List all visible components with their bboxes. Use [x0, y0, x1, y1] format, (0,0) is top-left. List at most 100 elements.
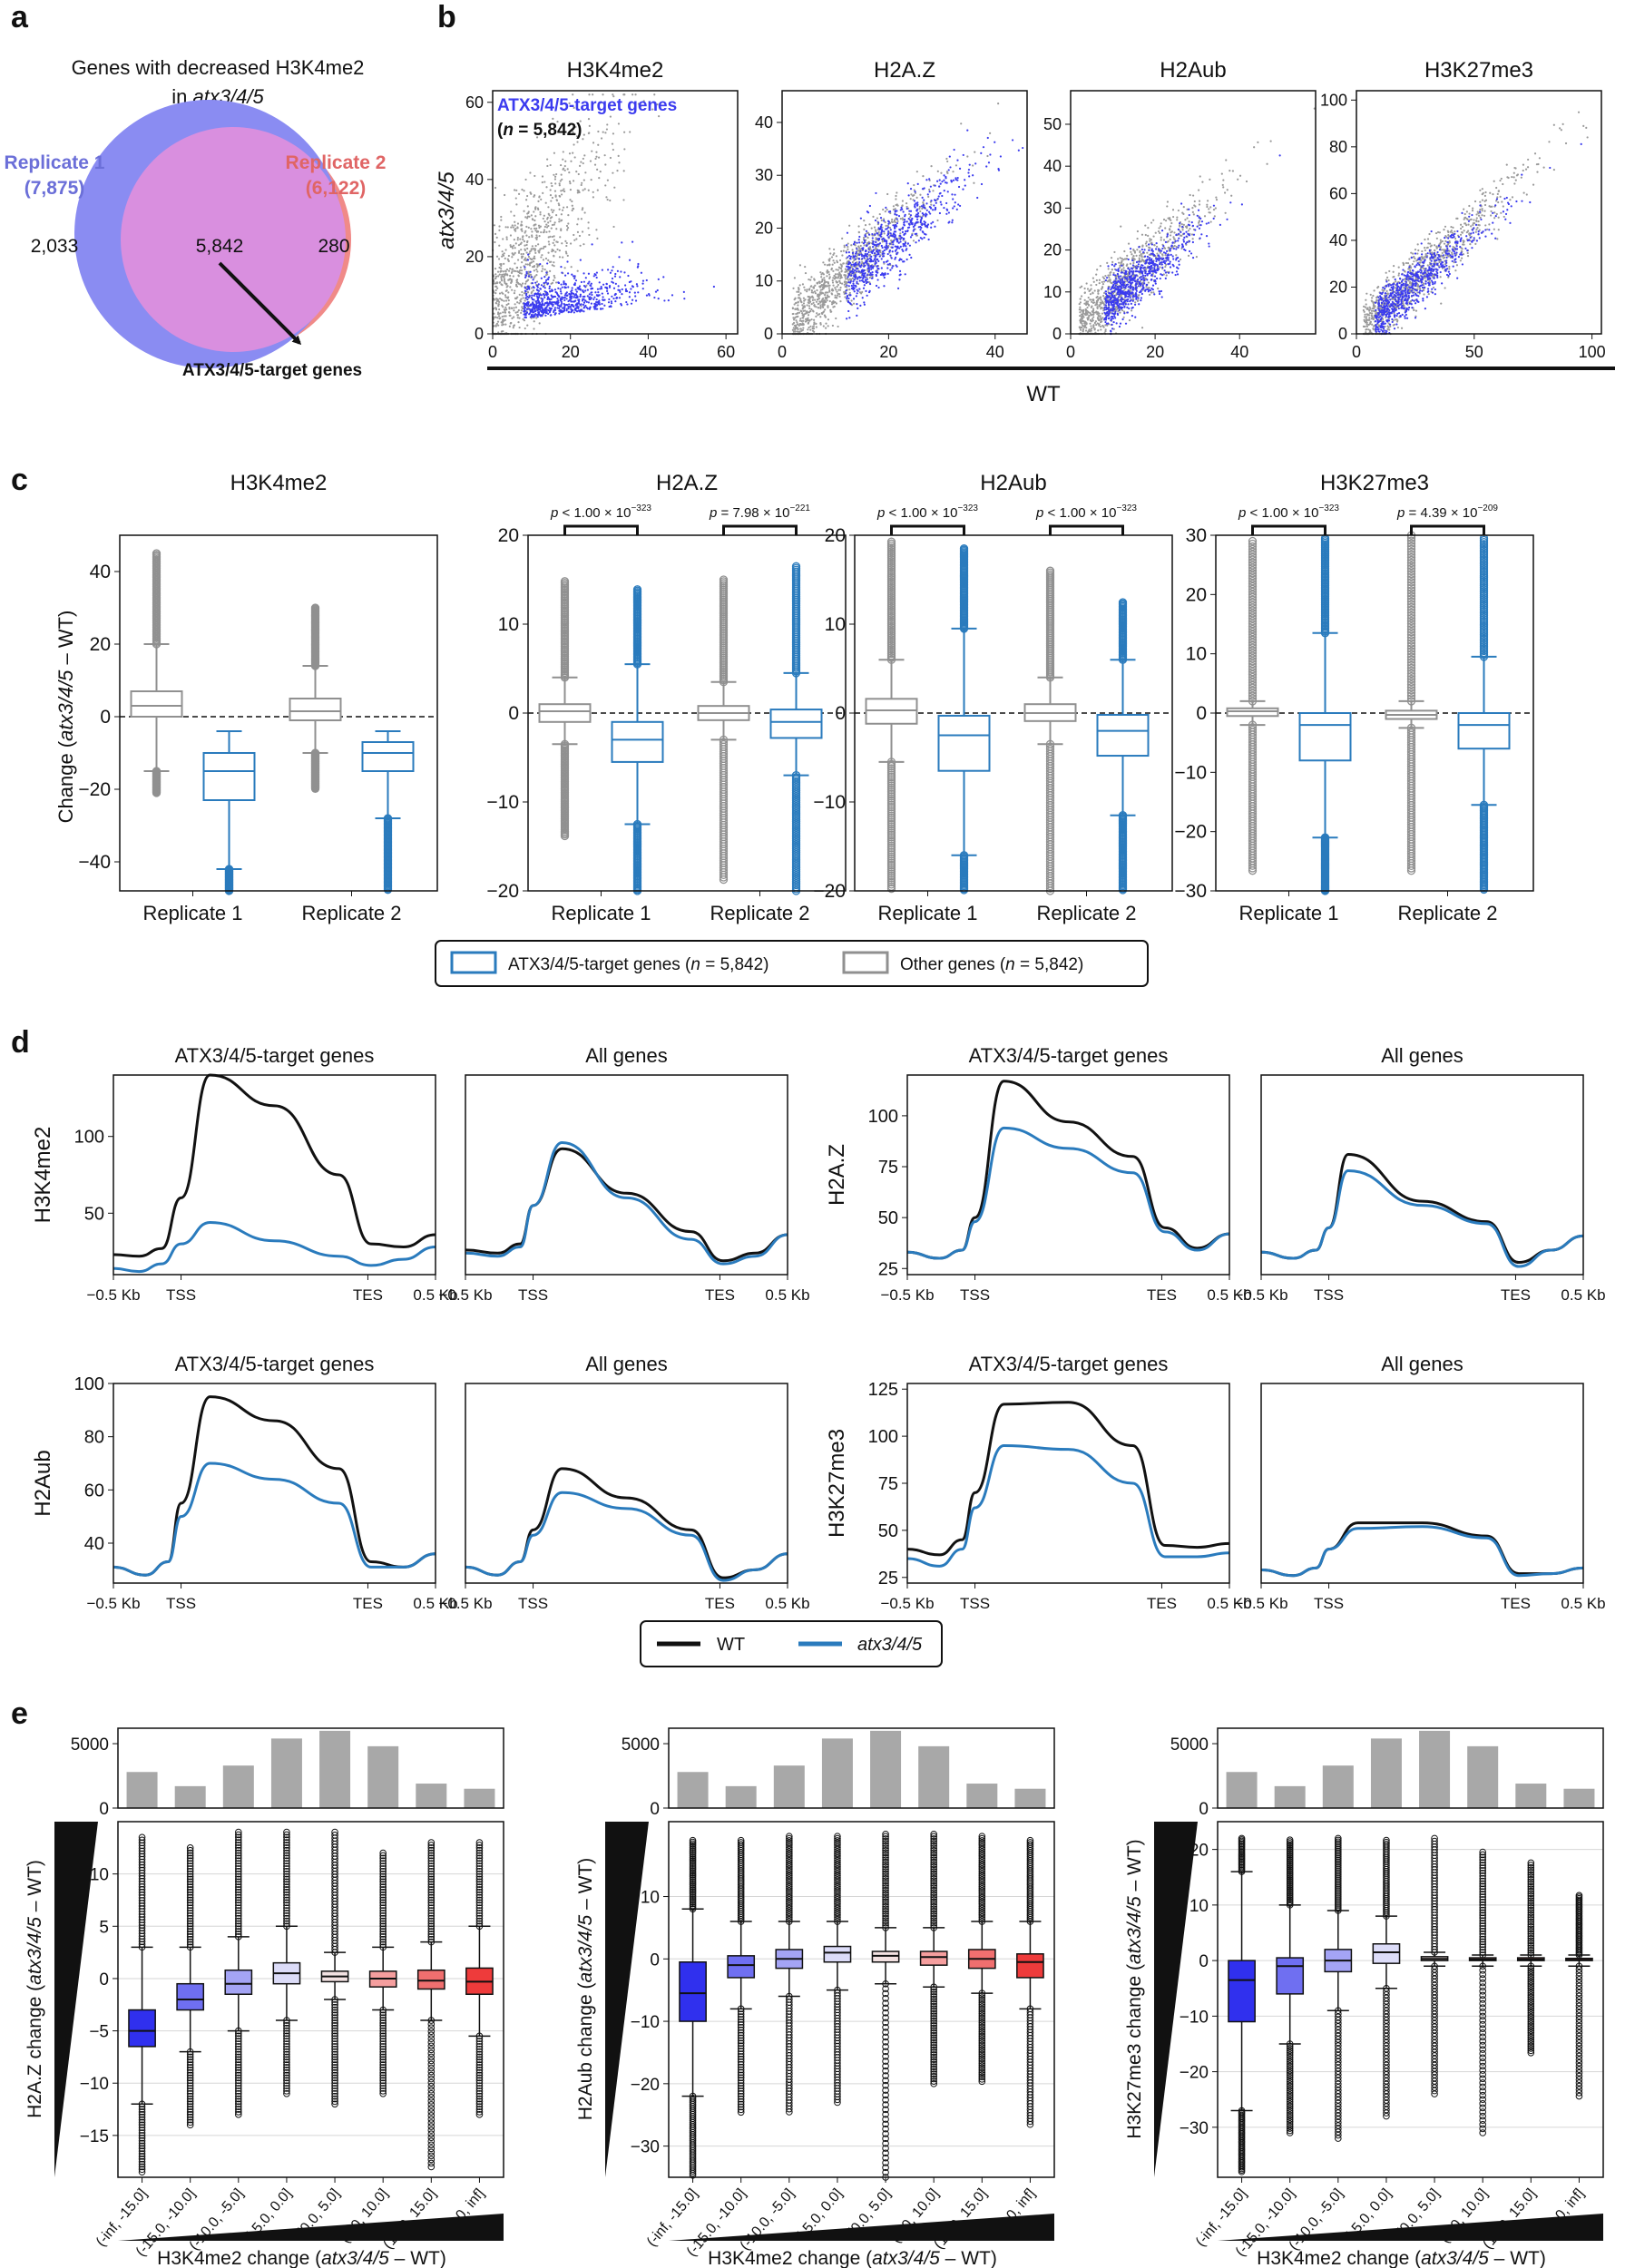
scatter-point-other — [1083, 313, 1086, 316]
scatter-point-target — [872, 249, 875, 252]
scatter-point-other — [1080, 328, 1082, 331]
scatter-point-target — [601, 302, 603, 306]
scatter-point-target — [595, 294, 598, 297]
scatter-point-target — [589, 296, 592, 298]
scatter-ytick-label: 10 — [1043, 283, 1062, 301]
scatter-point-target — [528, 312, 532, 315]
scatter-point-other — [1152, 219, 1155, 221]
scatter-point-other — [822, 310, 826, 313]
scatter-point-other — [514, 303, 516, 306]
scatter-point-other — [571, 204, 573, 207]
scatter-point-other — [583, 188, 586, 191]
scatter-point-other — [866, 276, 868, 279]
scatter-point-target — [862, 287, 866, 289]
scatter-point-target — [894, 233, 896, 236]
scatter-point-other — [797, 327, 799, 331]
scatter-point-target — [1105, 277, 1109, 279]
scatter-title: H3K4me2 — [567, 58, 664, 83]
scatter-point-other — [1129, 262, 1132, 265]
scatter-point-other — [572, 93, 574, 96]
venn-overlap — [121, 127, 346, 352]
scatter-point-other — [1140, 259, 1143, 262]
scatter-point-target — [597, 294, 600, 297]
scatter-point-other — [905, 202, 908, 205]
scatter-point-other — [565, 241, 568, 245]
scatter-point-target — [1150, 279, 1153, 281]
scatter-point-target — [1137, 263, 1140, 266]
scatter-point-target — [888, 250, 891, 253]
scatter-point-target — [1118, 293, 1121, 296]
scatter-point-target — [1112, 298, 1116, 301]
scatter-point-other — [1512, 176, 1515, 179]
scatter-point-other — [1104, 330, 1107, 333]
scatter-point-other — [596, 237, 599, 240]
scatter-point-other — [538, 226, 541, 230]
scatter-point-other — [547, 259, 550, 261]
scatter-point-other — [529, 171, 532, 174]
scatter-point-other — [517, 308, 520, 312]
scatter-point-other — [792, 330, 796, 333]
scatter-point-other — [797, 315, 799, 318]
scatter-point-other — [522, 238, 524, 241]
scatter-point-target — [600, 286, 602, 288]
scatter-point-target — [1110, 308, 1112, 310]
scatter-point-target — [1188, 213, 1190, 217]
scatter-point-other — [506, 285, 509, 288]
scatter-point-other — [1123, 249, 1126, 253]
scatter-point-target — [1143, 282, 1146, 285]
scatter-point-other — [844, 278, 847, 280]
scatter-point-other — [834, 287, 837, 289]
scatter-point-other — [828, 284, 831, 287]
scatter-point-target — [925, 179, 928, 181]
scatter-point-other — [1209, 206, 1212, 209]
scatter-point-target — [602, 283, 605, 286]
scatter-ytick-label: 0 — [475, 325, 484, 343]
scatter-point-target — [857, 307, 859, 309]
scatter-point-other — [509, 267, 512, 270]
scatter-point-other — [827, 305, 829, 308]
scatter-point-other — [866, 269, 869, 271]
scatter-point-other — [576, 269, 579, 272]
scatter-point-other — [1164, 227, 1167, 230]
scatter-point-other — [515, 203, 518, 206]
scatter-point-other — [498, 298, 502, 300]
scatter-point-other — [513, 239, 515, 241]
scatter-point-other — [851, 260, 854, 264]
scatter-point-target — [1118, 303, 1121, 306]
scatter-point-other — [930, 165, 933, 168]
scatter-point-target — [921, 222, 924, 225]
scatter-point-other — [495, 285, 498, 288]
scatter-point-other — [1119, 311, 1121, 314]
scatter-point-other — [533, 255, 536, 258]
scatter-point-target — [641, 288, 644, 290]
scatter-point-other — [807, 318, 809, 322]
scatter-point-target — [1114, 278, 1117, 280]
scatter-point-target — [535, 314, 538, 317]
scatter-point-other — [843, 280, 846, 284]
scatter-point-other — [524, 244, 526, 247]
scatter-point-other — [532, 260, 535, 263]
scatter-point-target — [1111, 323, 1113, 327]
scatter-ytick-label: 40 — [755, 113, 773, 132]
scatter-point-target — [899, 245, 902, 248]
scatter-point-other — [559, 180, 562, 182]
scatter-point-other — [1194, 205, 1197, 208]
scatter-point-other — [504, 193, 506, 197]
scatter-point-other — [513, 189, 516, 191]
scatter-point-target — [1164, 240, 1168, 243]
scatter-point-other — [567, 214, 570, 217]
scatter-point-other — [848, 291, 851, 295]
scatter-point-target — [877, 227, 880, 230]
scatter-point-target — [898, 279, 901, 281]
scatter-point-target — [598, 299, 601, 302]
scatter-point-target — [579, 293, 582, 296]
scatter-point-target — [994, 141, 996, 143]
scatter-point-other — [1140, 256, 1143, 259]
scatter-point-other — [1231, 170, 1234, 172]
scatter-point-target — [564, 274, 567, 277]
scatter-point-target — [889, 254, 892, 257]
scatter-point-target — [886, 263, 889, 266]
scatter-point-target — [1150, 243, 1153, 246]
scatter-point-other — [1152, 291, 1155, 294]
scatter-point-other — [835, 255, 838, 258]
